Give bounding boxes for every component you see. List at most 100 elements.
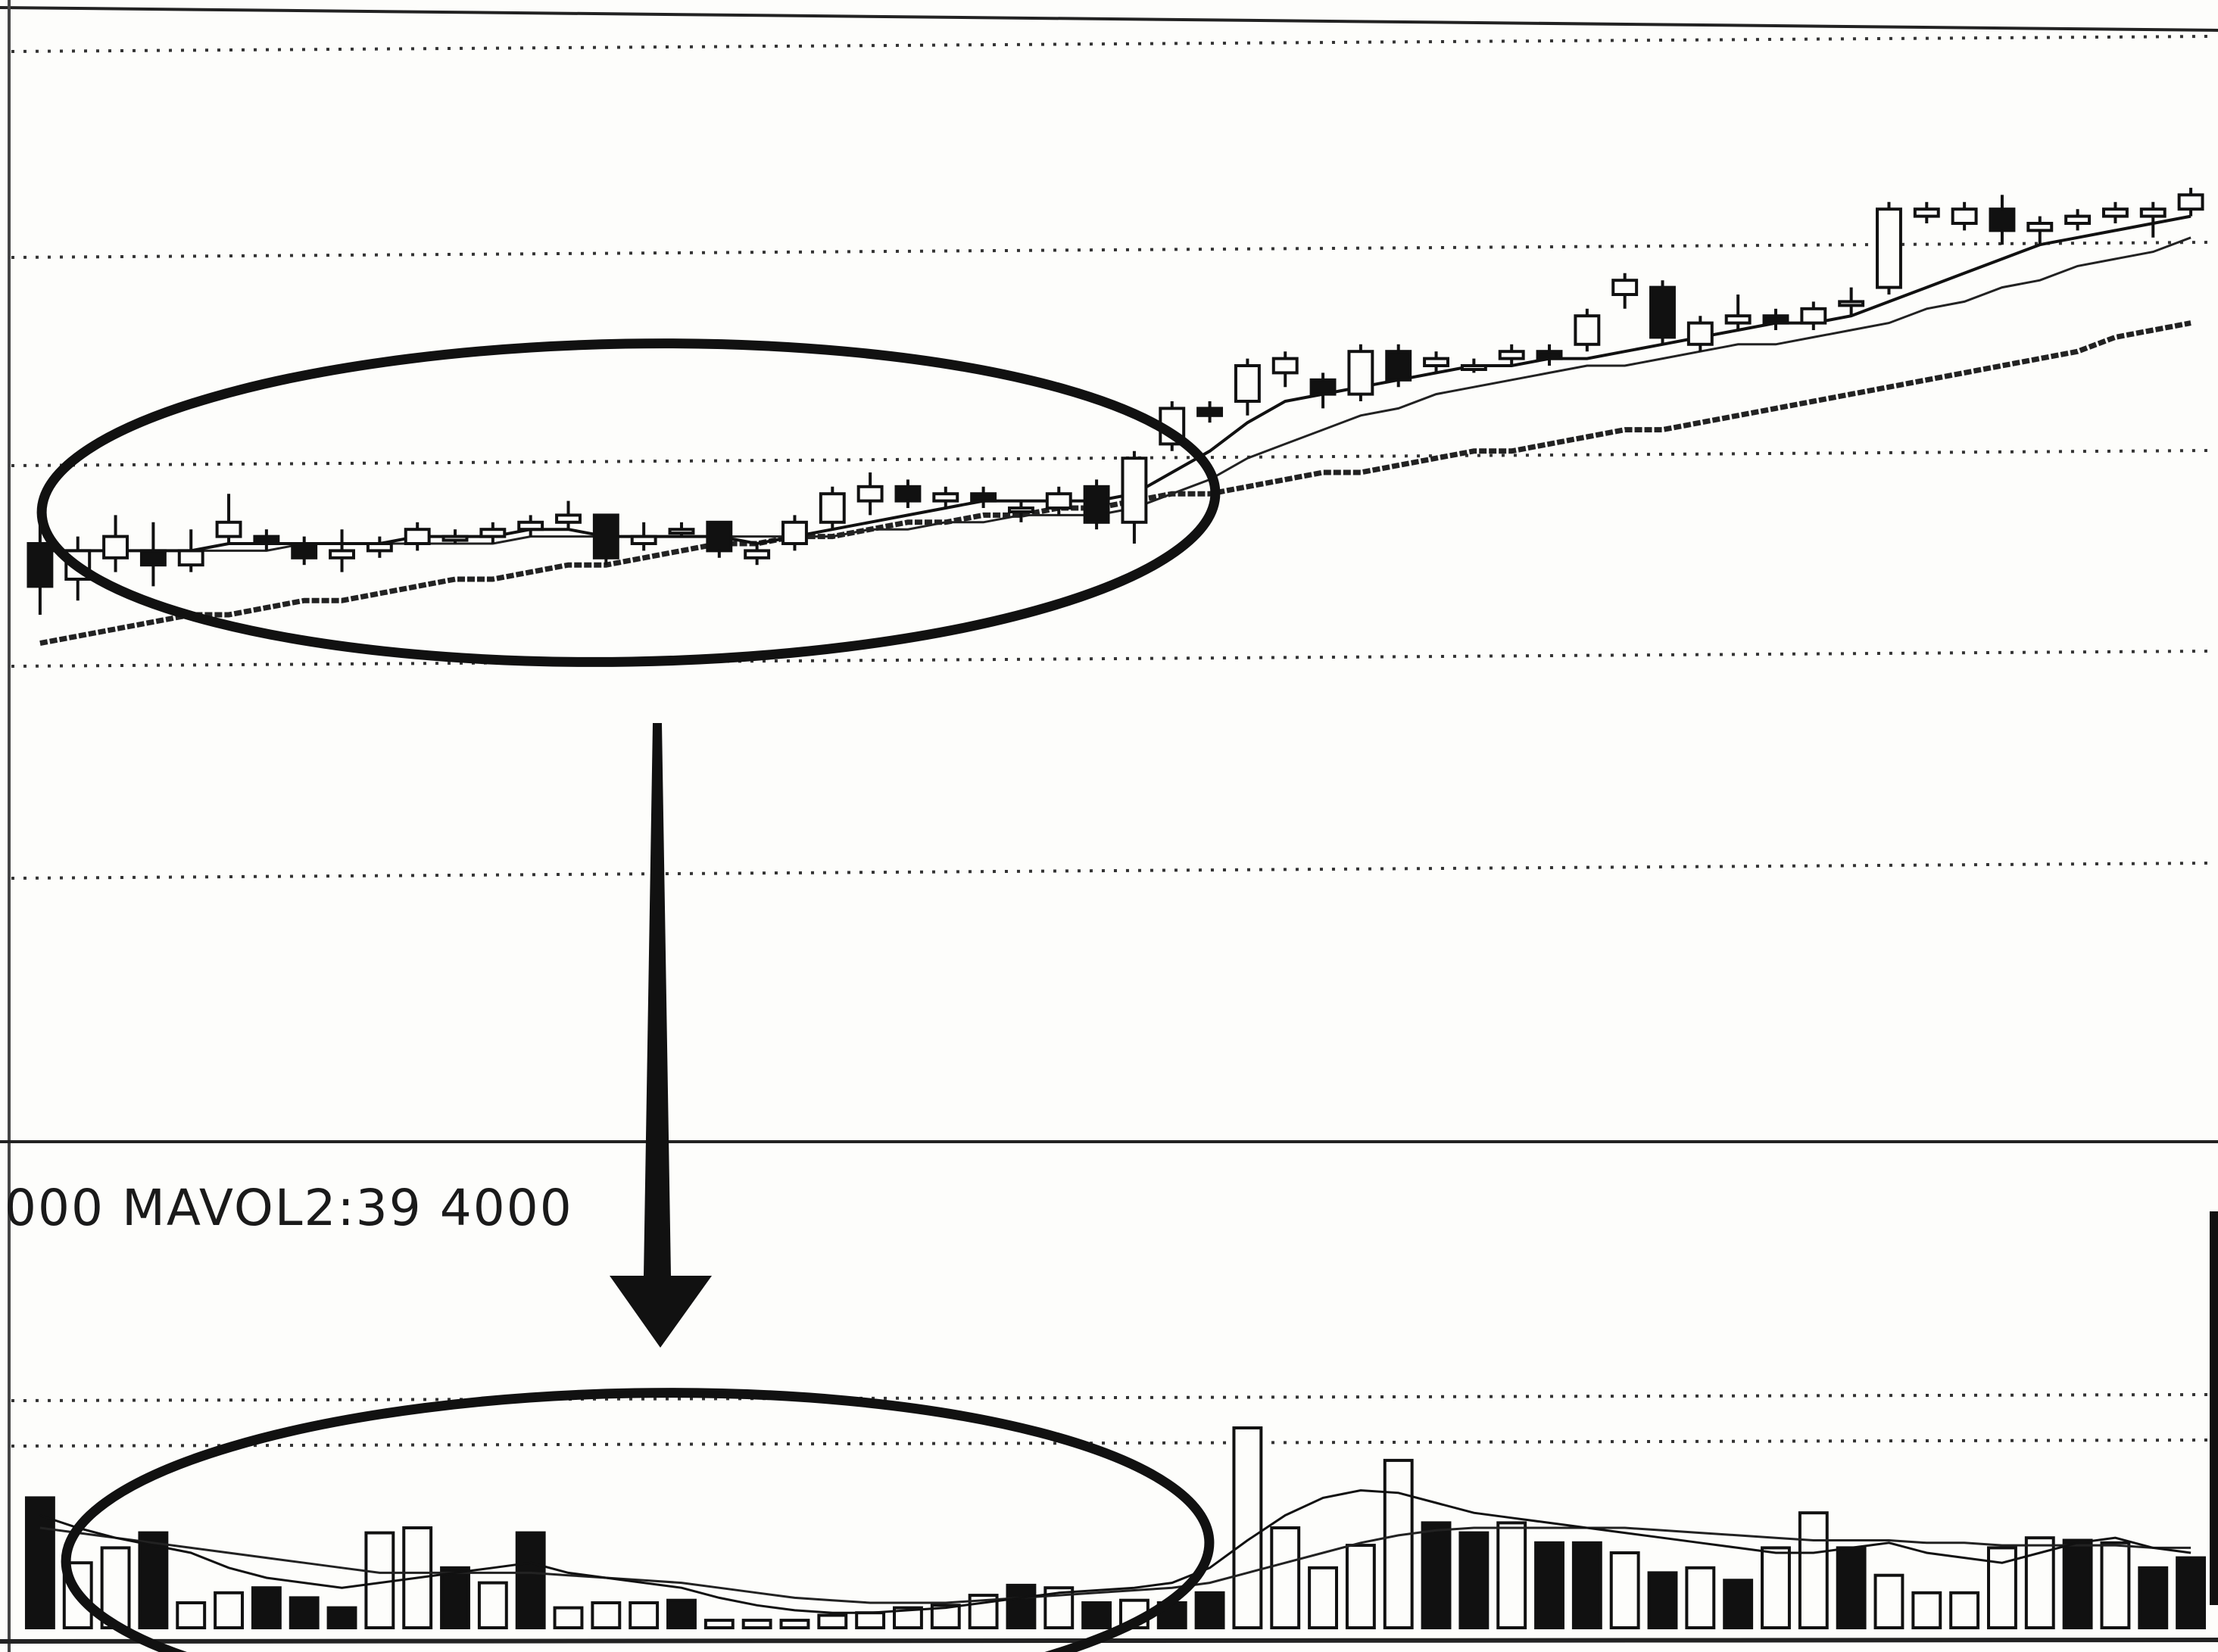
- candle-body: [2101, 207, 2129, 218]
- candle-body: [291, 542, 318, 559]
- volume-bar-29: [1081, 1601, 1112, 1629]
- candle-body: [329, 549, 355, 559]
- candle-51: [1913, 201, 1940, 223]
- volume-bar-19: [703, 1619, 735, 1630]
- candle-41: [1536, 344, 1563, 366]
- candle-body: [1423, 357, 1449, 368]
- volume-ellipse: [61, 1388, 1215, 1652]
- candle-56: [2101, 201, 2129, 223]
- volume-bar-34: [1270, 1526, 1301, 1629]
- volume-bar-56: [2100, 1541, 2131, 1630]
- candle-57: [2139, 201, 2167, 238]
- candle-body: [404, 528, 431, 546]
- volume-bar-49: [1836, 1546, 1867, 1630]
- candle-18: [668, 522, 695, 537]
- price-moving-averages: [39, 214, 2191, 647]
- volume-bar-23: [855, 1611, 886, 1629]
- candle-body: [1762, 314, 1789, 325]
- candle-body: [1876, 207, 1902, 289]
- candle-29: [1083, 479, 1110, 530]
- candle-6: [215, 494, 242, 544]
- candle-body: [215, 520, 242, 538]
- volume-bar-21: [779, 1619, 810, 1630]
- volume-bar-50: [1873, 1573, 1904, 1629]
- candle-body: [555, 513, 582, 524]
- candle-body: [479, 528, 507, 538]
- candle-7: [253, 529, 280, 551]
- candle-10: [366, 536, 393, 558]
- volume-bar-33: [1232, 1426, 1263, 1629]
- candle-body: [1686, 321, 1714, 346]
- candle-54: [2026, 216, 2054, 245]
- candle-13: [479, 522, 507, 544]
- candle-14: [517, 515, 544, 537]
- candle-body: [1951, 207, 1978, 226]
- volume-bar-40: [1496, 1521, 1527, 1630]
- candle-30: [1121, 450, 1148, 544]
- right-edge-bar: [2210, 1211, 2218, 1605]
- candle-33: [1234, 358, 1261, 416]
- volume-bar-22: [817, 1613, 848, 1629]
- candle-body: [706, 520, 733, 553]
- candle-39: [1460, 358, 1487, 373]
- candle-45: [1686, 316, 1714, 352]
- candle-26: [970, 486, 997, 508]
- volume-bar-12: [440, 1566, 470, 1630]
- candle-body: [592, 513, 619, 559]
- candle-body: [1271, 357, 1299, 375]
- candle-body: [856, 485, 884, 503]
- candle-body: [27, 542, 54, 588]
- volume-bar-4: [138, 1531, 169, 1629]
- candlesticks: [27, 188, 2204, 615]
- volume-bar-52: [1949, 1591, 1980, 1630]
- candle-body: [1007, 507, 1034, 513]
- price-ma-long: [39, 320, 2191, 647]
- volume-bar-7: [251, 1586, 282, 1629]
- volume-bar-32: [1194, 1591, 1225, 1630]
- candle-15: [555, 500, 582, 530]
- volume-bars: [24, 1426, 2207, 1630]
- candle-body: [102, 535, 129, 559]
- candle-36: [1347, 344, 1374, 401]
- candle-body: [1536, 350, 1563, 360]
- volume-bar-15: [553, 1606, 584, 1630]
- candle-body: [366, 542, 393, 553]
- volume-bar-27: [1006, 1583, 1037, 1629]
- candle-body: [517, 520, 544, 531]
- candle-38: [1423, 351, 1449, 373]
- candle-body: [1234, 364, 1261, 403]
- candle-body: [177, 549, 204, 567]
- volume-bar-48: [1798, 1511, 1829, 1629]
- candle-body: [1121, 457, 1148, 524]
- candle-body: [970, 492, 997, 503]
- candle-body: [1838, 300, 1865, 307]
- volume-bar-5: [176, 1601, 207, 1629]
- candle-21: [781, 515, 808, 551]
- candle-22: [819, 486, 846, 530]
- price-ma-short: [39, 214, 2191, 553]
- candle-3: [102, 515, 129, 572]
- candle-24: [894, 479, 922, 508]
- candle-53: [1989, 195, 2016, 245]
- candle-12: [441, 529, 469, 544]
- candle-55: [2064, 209, 2092, 231]
- candle-body: [894, 485, 922, 503]
- volume-bar-58: [2176, 1556, 2207, 1630]
- candle-body: [1196, 407, 1224, 417]
- volume-bar-36: [1345, 1544, 1376, 1629]
- candle-body: [932, 492, 959, 503]
- candle-11: [404, 522, 431, 551]
- candle-17: [630, 522, 657, 551]
- candle-44: [1649, 280, 1676, 344]
- volume-bar-57: [2138, 1566, 2169, 1630]
- bottom-frame-line: [0, 1638, 2218, 1644]
- candle-40: [1498, 344, 1525, 366]
- volume-bar-46: [1723, 1579, 1754, 1630]
- volume-bar-18: [666, 1598, 697, 1629]
- candle-body: [2064, 214, 2092, 226]
- mavol-label: 000 MAVOL2:39 4000: [5, 1179, 573, 1237]
- candle-body: [1649, 285, 1676, 339]
- volume-moving-averages: [39, 1488, 2191, 1614]
- candle-body: [1347, 350, 1374, 396]
